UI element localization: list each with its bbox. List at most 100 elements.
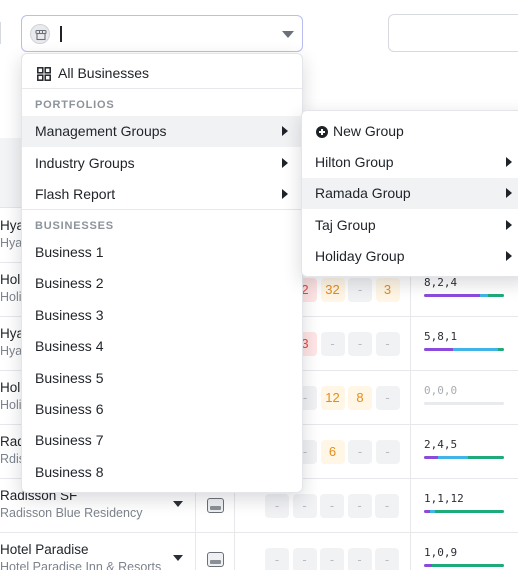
business-name[interactable]: Hol bbox=[0, 272, 21, 287]
text-cursor bbox=[60, 26, 62, 42]
chevron-down-icon[interactable] bbox=[282, 31, 294, 38]
chevron-right-icon bbox=[506, 219, 512, 230]
metric-badge: - bbox=[347, 494, 372, 518]
metric-badge: - bbox=[348, 278, 372, 302]
metric-badge: - bbox=[292, 548, 317, 570]
plus-circle-icon bbox=[316, 126, 328, 138]
inbox-icon[interactable] bbox=[207, 552, 224, 567]
trend-bar-segment bbox=[435, 510, 504, 513]
trend-bar-segment bbox=[480, 294, 488, 297]
trend-bar-segment bbox=[424, 348, 453, 351]
metric-badge: - bbox=[347, 548, 372, 570]
business-subtitle: Rdis bbox=[0, 452, 26, 466]
inbox-cell bbox=[195, 479, 235, 533]
trend-bar-segment bbox=[432, 564, 504, 567]
inbox-cell bbox=[195, 533, 235, 570]
menu-item-management-groups[interactable]: Management Groups bbox=[22, 116, 302, 147]
chevron-down-icon[interactable] bbox=[173, 501, 183, 507]
menu-item-business-2[interactable]: Business 2 bbox=[22, 268, 302, 299]
menu-item-label: Business 1 bbox=[35, 244, 104, 260]
trend-bar bbox=[424, 456, 504, 459]
chevron-right-icon bbox=[506, 157, 512, 167]
menu-item-all-businesses[interactable]: All Businesses bbox=[22, 58, 302, 89]
trend-bar-segment bbox=[497, 348, 504, 351]
menu-divider bbox=[22, 88, 302, 89]
trend-values: 1,0,9 bbox=[424, 546, 458, 559]
menu-item-label: Business 7 bbox=[35, 432, 104, 449]
menu-item-business-7[interactable]: Business 7 bbox=[22, 425, 302, 456]
menu-item-label: Business 6 bbox=[35, 401, 104, 417]
business-name[interactable]: Rad bbox=[0, 434, 25, 449]
menu-item-label: Business 2 bbox=[35, 275, 104, 292]
business-name[interactable]: Hya bbox=[0, 218, 25, 233]
new-group-button[interactable]: New Group bbox=[302, 116, 518, 147]
menu-item-label: Industry Groups bbox=[35, 154, 135, 171]
metric-badge: - bbox=[348, 332, 372, 356]
trend-bar-segment bbox=[424, 564, 432, 567]
menu-item-label: Business 4 bbox=[35, 338, 104, 355]
inbox-icon[interactable] bbox=[207, 498, 224, 513]
column-divider bbox=[410, 263, 411, 317]
menu-item-business-3[interactable]: Business 3 bbox=[22, 300, 302, 331]
menu-item-business-1[interactable]: Business 1 bbox=[22, 237, 302, 268]
trend-bar bbox=[424, 402, 504, 405]
business-subtitle: Holi bbox=[0, 290, 22, 304]
business-subtitle: Hya bbox=[0, 344, 23, 358]
menu-item-label: Business 3 bbox=[35, 306, 104, 323]
submenu-item-hilton-group[interactable]: Hilton Group bbox=[302, 147, 518, 178]
section-header-portfolios: PORTFOLIOS bbox=[35, 99, 115, 111]
column-divider bbox=[410, 425, 411, 479]
trend-values: 0,0,0 bbox=[424, 384, 458, 397]
metric-badge: - bbox=[265, 548, 289, 570]
menu-divider bbox=[22, 209, 302, 210]
metric-badge: 3 bbox=[375, 278, 400, 302]
menu-item-label: Management Groups bbox=[35, 123, 167, 139]
menu-item-business-6[interactable]: Business 6 bbox=[22, 394, 302, 425]
metric-badge: - bbox=[265, 494, 289, 518]
business-subtitle: Radisson Blue Residency bbox=[0, 506, 143, 520]
chevron-right-icon bbox=[282, 189, 288, 199]
menu-item-business-5[interactable]: Business 5 bbox=[22, 363, 302, 394]
menu-item-industry-groups[interactable]: Industry Groups bbox=[22, 148, 302, 179]
submenu-item-label: Holiday Group bbox=[315, 247, 405, 264]
trend-bar-segment bbox=[438, 456, 468, 459]
trend-bar bbox=[424, 564, 504, 567]
metric-badge: - bbox=[320, 332, 345, 356]
table-row[interactable]: Hotel Paradise Hotel Paradise Inn & Resor… bbox=[0, 533, 518, 570]
menu-item-label: Flash Report bbox=[35, 186, 116, 202]
menu-item-business-8[interactable]: Business 8 bbox=[22, 457, 302, 488]
chevron-right-icon bbox=[506, 250, 512, 261]
chevron-right-icon bbox=[506, 188, 512, 199]
menu-item-flash-report[interactable]: Flash Report bbox=[22, 179, 302, 210]
submenu-item-holiday-group[interactable]: Holiday Group bbox=[302, 241, 518, 272]
business-name[interactable]: Hotel Paradise bbox=[0, 542, 89, 557]
menu-item-business-4[interactable]: Business 4 bbox=[22, 331, 302, 362]
metric-badge: - bbox=[375, 494, 399, 518]
store-icon bbox=[30, 24, 50, 44]
business-name[interactable]: Hya bbox=[0, 326, 25, 341]
chevron-down-icon[interactable] bbox=[173, 555, 183, 561]
trend-bar bbox=[424, 348, 504, 351]
column-divider bbox=[410, 533, 411, 570]
grid-icon bbox=[37, 67, 51, 81]
menu-item-label: All Businesses bbox=[58, 65, 150, 81]
column-divider bbox=[410, 479, 411, 533]
trend-values: 5,8,1 bbox=[424, 330, 458, 343]
trend-bar-segment bbox=[424, 456, 439, 459]
trend-bar-segment bbox=[488, 294, 504, 297]
trend-bar-segment bbox=[424, 294, 480, 297]
new-group-label: New Group bbox=[333, 123, 404, 139]
business-selector[interactable] bbox=[21, 15, 303, 52]
chevron-right-icon bbox=[282, 126, 288, 136]
submenu-item-ramada-group[interactable]: Ramada Group bbox=[302, 178, 518, 210]
submenu-item-taj-group[interactable]: Taj Group bbox=[302, 210, 518, 241]
submenu-item-label: Hilton Group bbox=[315, 154, 394, 170]
metric-badge: - bbox=[375, 386, 400, 410]
business-name[interactable]: Hol bbox=[0, 380, 21, 395]
management-groups-submenu: New Group Hilton Group Ramada Group Taj Gr… bbox=[301, 110, 518, 277]
column-divider bbox=[410, 371, 411, 425]
date-range-input[interactable] bbox=[388, 14, 518, 52]
submenu-item-label: Taj Group bbox=[315, 216, 376, 233]
metric-badge: - bbox=[375, 332, 400, 356]
trend-bar-segment bbox=[429, 510, 436, 513]
